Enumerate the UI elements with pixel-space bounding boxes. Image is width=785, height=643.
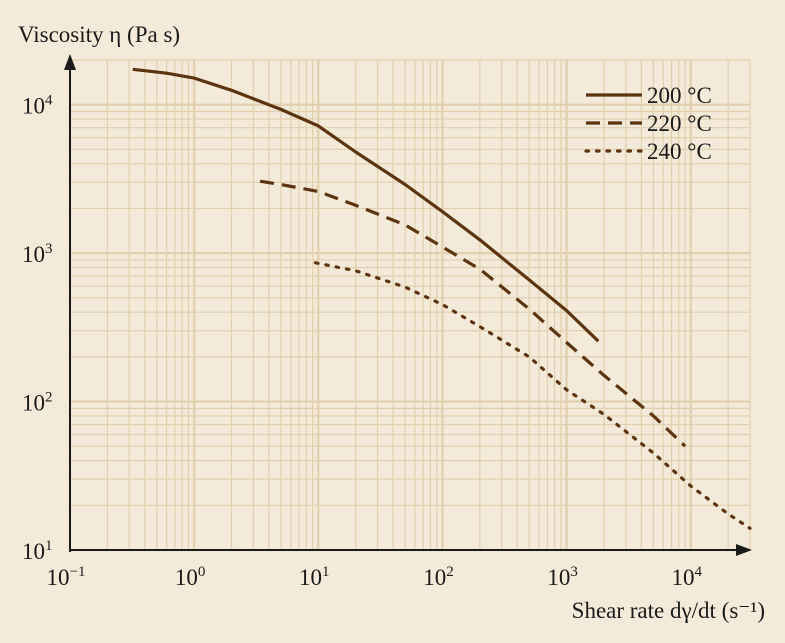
x-axis-arrow [736, 544, 752, 556]
tick-labels: 10−1 100 101 102 103 104 101 102 103 104 [22, 93, 703, 590]
x-tick-label: 103 [547, 564, 578, 590]
x-tick-label: 101 [299, 564, 330, 590]
legend-label: 220 °C [647, 111, 712, 136]
legend-label: 200 °C [647, 83, 712, 108]
legend-label: 240 °C [647, 139, 712, 164]
axes [64, 54, 752, 556]
series-line-solid [132, 67, 600, 343]
y-tick-label: 103 [22, 241, 53, 267]
x-tick-label: 104 [672, 564, 703, 590]
y-tick-label: 102 [22, 390, 53, 416]
x-tick-label: 10−1 [47, 564, 86, 590]
series-line-dashed [259, 179, 687, 448]
curves [132, 67, 752, 530]
x-tick-label: 100 [175, 564, 206, 590]
y-axis-arrow [64, 54, 76, 70]
y-tick-label: 101 [22, 538, 53, 564]
grid [68, 59, 751, 552]
x-axis-label: Shear rate dγ/dt (s⁻¹) [572, 598, 765, 623]
x-tick-label: 102 [423, 564, 454, 590]
legend: 200 °C 220 °C 240 °C [584, 83, 712, 164]
series-line-dotted [313, 261, 752, 530]
y-tick-label: 104 [22, 93, 53, 119]
y-axis-label: Viscosity η (Pa s) [18, 22, 180, 47]
